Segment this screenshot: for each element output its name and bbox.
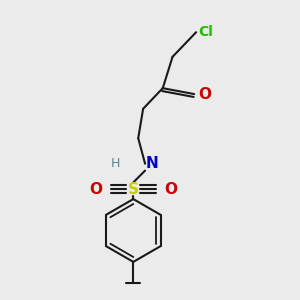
Text: O: O <box>165 182 178 197</box>
Text: H: H <box>111 157 121 170</box>
Text: S: S <box>128 182 139 197</box>
Text: Cl: Cl <box>198 25 213 39</box>
Text: O: O <box>89 182 102 197</box>
Text: N: N <box>146 156 159 171</box>
Text: O: O <box>198 87 211 102</box>
